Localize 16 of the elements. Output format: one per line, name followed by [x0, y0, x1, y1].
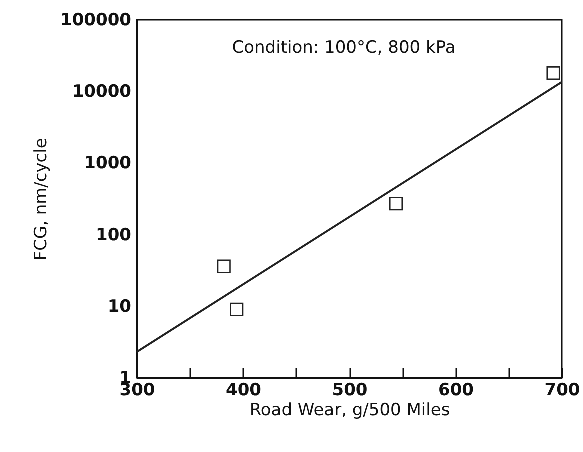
x-axis-title: Road Wear, g/500 Miles [250, 400, 450, 420]
x-tick-label: 400 [226, 380, 262, 400]
annotation: Condition: 100°C, 800 kPa [232, 38, 456, 58]
point [217, 260, 231, 274]
y-tick-label: 100000 [60, 10, 132, 30]
x-tick-label: 500 [332, 380, 368, 400]
y-tick-label: 1000 [84, 154, 132, 174]
y-tick-label: 10000 [72, 82, 132, 102]
x-tick-label: 700 [544, 380, 580, 400]
x-tick-label: 600 [438, 380, 474, 400]
point [389, 197, 404, 211]
point [546, 66, 560, 80]
y-tick-label: 10 [108, 296, 132, 317]
y-tick-label: 100 [96, 225, 132, 246]
y-axis-title: FCG, nm/cycle [32, 138, 52, 261]
point [230, 302, 244, 316]
